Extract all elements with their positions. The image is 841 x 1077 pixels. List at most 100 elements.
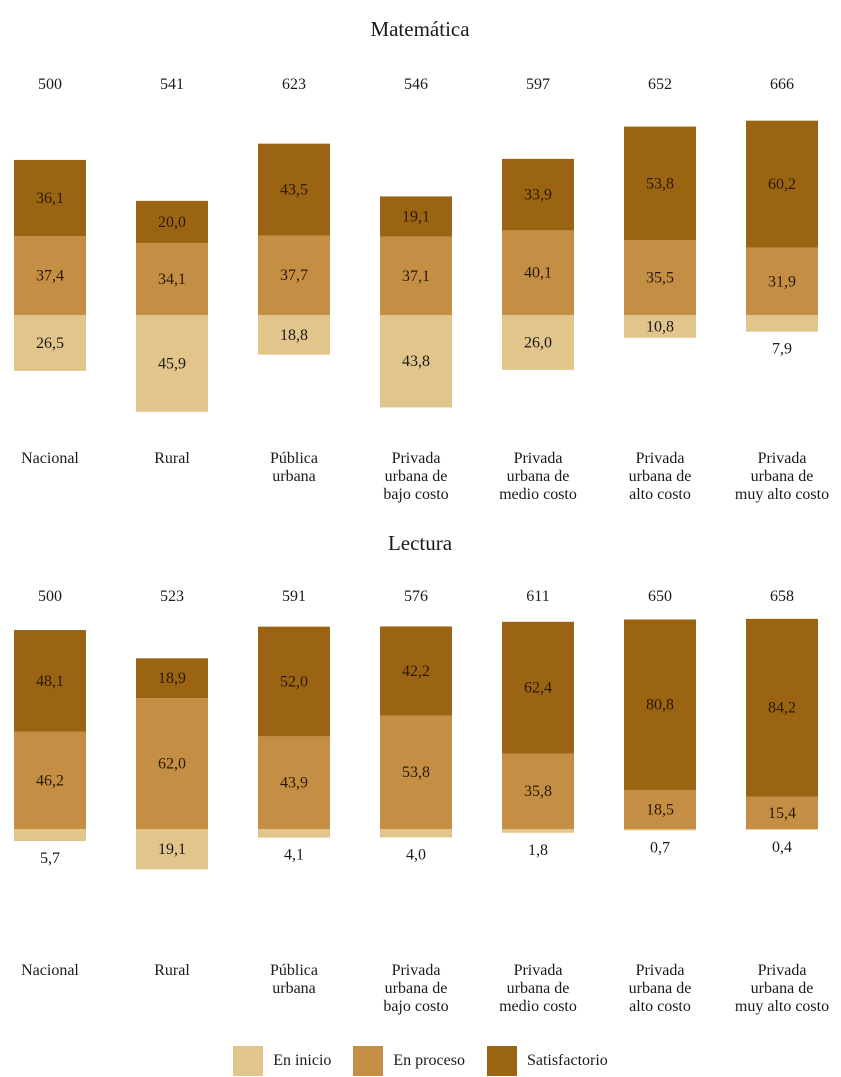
score-label-privada-urbana-de-bajo-costo: 546 — [404, 76, 428, 93]
category-label-line: medio costo — [499, 998, 577, 1015]
data-label-en-inicio-privada-urbana-de-alto-costo: 0,7 — [650, 839, 670, 856]
category-label-line: Privada — [392, 962, 441, 979]
bar-satisfactorio-privada-urbana-de-medio-costo — [502, 158, 574, 231]
bar-en-proceso-privada-urbana-de-muy-alto-costo — [746, 247, 818, 315]
data-label-en-proceso-rural: 34,1 — [158, 271, 186, 288]
bar-en-inicio-publica-urbana — [258, 315, 330, 355]
category-label-line: bajo costo — [383, 998, 448, 1015]
score-label-privada-urbana-de-alto-costo: 650 — [648, 588, 672, 605]
score-label-nacional: 500 — [38, 588, 62, 605]
data-label-en-inicio-nacional: 26,5 — [36, 335, 64, 352]
legend-swatch-en-proceso — [353, 1046, 384, 1076]
bar-en-inicio-privada-urbana-de-alto-costo — [624, 829, 696, 831]
legend-swatch-satisfactorio — [486, 1046, 517, 1076]
score-label-privada-urbana-de-medio-costo: 597 — [526, 76, 550, 93]
legend-label-en-proceso: En proceso — [393, 1052, 465, 1069]
category-label-line: alto costo — [629, 998, 691, 1015]
legend-swatch-en-inicio — [233, 1046, 264, 1076]
category-label-privada-urbana-de-bajo-costo: Privada urbana de bajo costo — [383, 962, 448, 1015]
category-label-line: urbana de — [385, 468, 448, 485]
score-label-privada-urbana-de-muy-alto-costo: 666 — [770, 76, 794, 93]
data-label-satisfactorio-rural: 20,0 — [158, 214, 186, 231]
category-label-publica-urbana: Pública urbana — [270, 450, 318, 485]
bar-en-inicio-rural — [136, 315, 208, 412]
category-label-line: Rural — [154, 962, 190, 979]
bar-satisfactorio-privada-urbana-de-bajo-costo — [380, 196, 452, 237]
category-label-privada-urbana-de-bajo-costo: Privada urbana de bajo costo — [383, 450, 448, 503]
category-label-line: Pública — [270, 962, 318, 979]
data-label-en-proceso-privada-urbana-de-alto-costo: 18,5 — [646, 801, 674, 818]
data-label-en-inicio-privada-urbana-de-alto-costo: 10,8 — [646, 318, 674, 335]
bar-en-inicio-rural — [136, 829, 208, 870]
data-label-satisfactorio-nacional: 36,1 — [36, 190, 64, 207]
bar-en-inicio-privada-urbana-de-muy-alto-costo — [746, 829, 818, 830]
data-label-satisfactorio-privada-urbana-de-alto-costo: 53,8 — [646, 175, 674, 192]
data-label-en-proceso-privada-urbana-de-muy-alto-costo: 31,9 — [768, 273, 796, 290]
bar-en-inicio-privada-urbana-de-bajo-costo — [380, 315, 452, 408]
data-label-en-proceso-privada-urbana-de-medio-costo: 35,8 — [524, 783, 552, 800]
bar-satisfactorio-rural — [136, 200, 208, 244]
category-label-rural: Rural — [154, 962, 190, 979]
bar-en-proceso-privada-urbana-de-bajo-costo — [380, 236, 452, 315]
bar-satisfactorio-privada-urbana-de-alto-costo — [624, 619, 696, 790]
legend-label-en-inicio: En inicio — [273, 1052, 332, 1069]
category-label-line: medio costo — [499, 486, 577, 503]
bar-en-inicio-nacional — [14, 315, 86, 371]
bar-satisfactorio-nacional — [14, 630, 86, 732]
chart-matematica: Matemática 500 36,1 37,4 26,5 Nacional 541 20,0… — [14, 17, 829, 503]
category-label-line: Privada — [636, 450, 685, 467]
category-label-rural: Rural — [154, 450, 190, 467]
legend-item-en-inicio: En inicio — [233, 1046, 331, 1076]
bar-en-proceso-privada-urbana-de-muy-alto-costo — [746, 796, 818, 829]
legend-item-satisfactorio: Satisfactorio — [486, 1046, 608, 1076]
bar-en-proceso-publica-urbana — [258, 235, 330, 315]
data-label-en-proceso-privada-urbana-de-alto-costo: 35,5 — [646, 270, 674, 287]
bar-satisfactorio-privada-urbana-de-muy-alto-costo — [746, 618, 818, 797]
data-label-en-proceso-privada-urbana-de-muy-alto-costo: 15,4 — [768, 805, 796, 822]
bar-satisfactorio-nacional — [14, 159, 86, 237]
score-label-privada-urbana-de-bajo-costo: 576 — [404, 588, 428, 605]
bar-en-proceso-rural — [136, 698, 208, 829]
bar-satisfactorio-publica-urbana — [258, 626, 330, 737]
score-label-rural: 523 — [160, 588, 184, 605]
category-label-line: urbana de — [751, 980, 814, 997]
data-label-en-proceso-privada-urbana-de-medio-costo: 40,1 — [524, 265, 552, 282]
bar-satisfactorio-privada-urbana-de-alto-costo — [624, 126, 696, 241]
data-label-en-inicio-nacional: 5,7 — [40, 850, 60, 867]
category-label-line: urbana — [272, 980, 316, 997]
data-label-en-proceso-privada-urbana-de-bajo-costo: 37,1 — [402, 268, 430, 285]
data-label-en-proceso-publica-urbana: 43,9 — [280, 775, 308, 792]
data-label-satisfactorio-privada-urbana-de-medio-costo: 62,4 — [524, 680, 552, 697]
bar-satisfactorio-privada-urbana-de-bajo-costo — [380, 626, 452, 716]
chart-lectura: Lectura 500 48,1 46,2 5,7 Nacional 523 18,9 62,0… — [14, 531, 829, 1015]
data-label-en-inicio-privada-urbana-de-muy-alto-costo: 0,4 — [772, 839, 792, 856]
data-label-satisfactorio-privada-urbana-de-bajo-costo: 42,2 — [402, 663, 430, 680]
bar-en-proceso-publica-urbana — [258, 736, 330, 829]
category-label-line: Privada — [514, 450, 563, 467]
category-label-privada-urbana-de-muy-alto-costo: Privada urbana de muy alto costo — [735, 962, 829, 1015]
data-label-satisfactorio-privada-urbana-de-alto-costo: 80,8 — [646, 697, 674, 714]
data-label-en-proceso-nacional: 46,2 — [36, 772, 64, 789]
category-label-line: Pública — [270, 450, 318, 467]
category-label-line: Privada — [758, 962, 807, 979]
bar-en-proceso-nacional — [14, 731, 86, 829]
category-label-line: Privada — [758, 450, 807, 467]
category-label-line: urbana — [272, 468, 316, 485]
score-label-privada-urbana-de-alto-costo: 652 — [648, 76, 672, 93]
bar-en-inicio-privada-urbana-de-alto-costo — [624, 315, 696, 338]
bar-en-inicio-nacional — [14, 829, 86, 842]
legend: En inicio En proceso Satisfactorio — [0, 1046, 841, 1076]
score-label-privada-urbana-de-medio-costo: 611 — [526, 588, 549, 605]
category-label-line: Privada — [514, 962, 563, 979]
category-label-line: Nacional — [21, 962, 79, 979]
data-label-satisfactorio-privada-urbana-de-bajo-costo: 19,1 — [402, 209, 430, 226]
bar-en-inicio-publica-urbana — [258, 829, 330, 838]
data-label-en-proceso-privada-urbana-de-bajo-costo: 53,8 — [402, 764, 430, 781]
data-label-en-inicio-rural: 19,1 — [158, 841, 186, 858]
data-label-satisfactorio-publica-urbana: 43,5 — [280, 182, 308, 199]
category-label-line: bajo costo — [383, 486, 448, 503]
category-label-nacional: Nacional — [21, 450, 79, 467]
legend-label-satisfactorio: Satisfactorio — [526, 1052, 608, 1069]
data-label-en-proceso-publica-urbana: 37,7 — [280, 267, 308, 284]
